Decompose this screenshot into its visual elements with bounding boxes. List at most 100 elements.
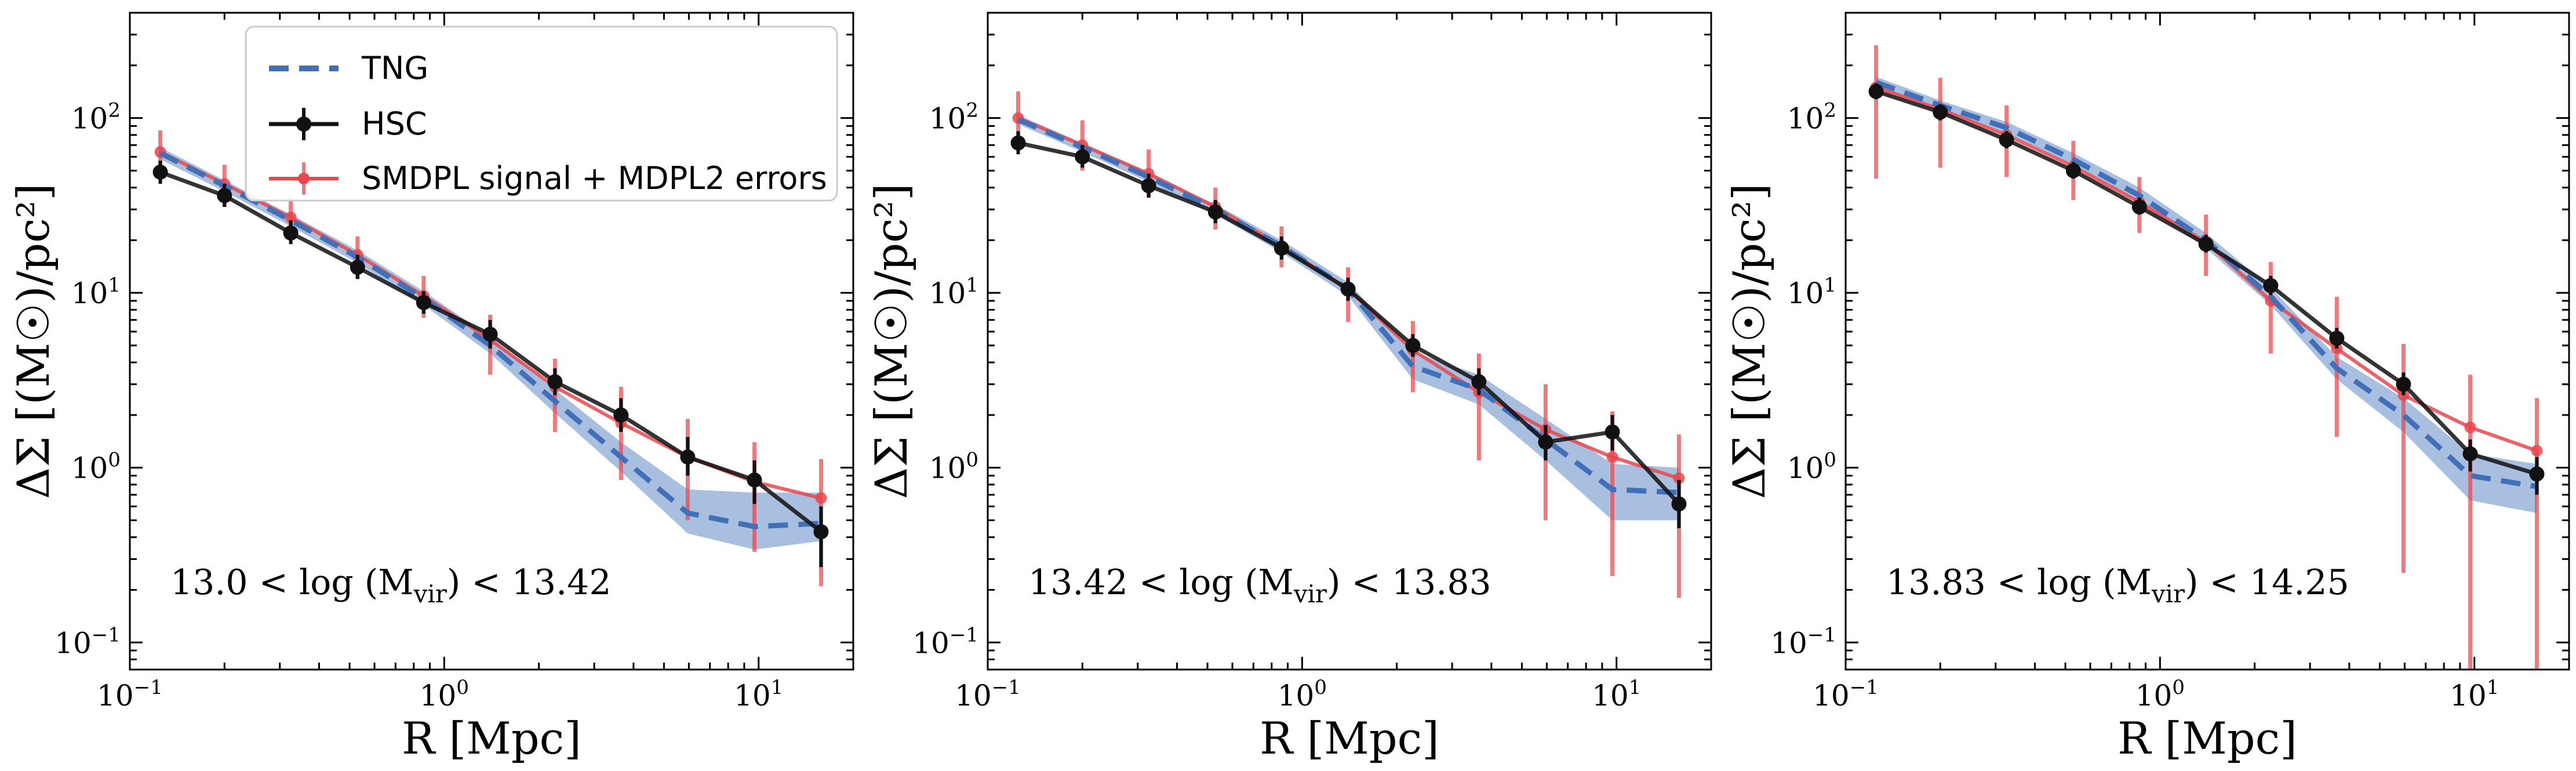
x-axis-label: R [Mpc] bbox=[1260, 712, 1439, 764]
hsc-point bbox=[1075, 149, 1090, 165]
mass-bin-annotation: 13.42 < log (Mvir) < 13.83 bbox=[1028, 562, 1491, 608]
hsc-point bbox=[1671, 496, 1687, 512]
y-tick-exponent: −1 bbox=[92, 623, 121, 646]
y-tick-label: 10−1 bbox=[912, 623, 978, 660]
x-tick-exponent: 1 bbox=[1629, 676, 1642, 699]
hsc-point bbox=[747, 472, 762, 488]
hsc-point bbox=[2529, 466, 2545, 482]
x-tick-exponent: −1 bbox=[134, 676, 163, 699]
y-tick-base: 10 bbox=[71, 277, 108, 310]
y-tick-label: 101 bbox=[929, 274, 978, 310]
plot-area bbox=[152, 130, 829, 587]
y-tick-label: 100 bbox=[71, 449, 121, 485]
tng-line bbox=[159, 151, 821, 529]
y-tick-base: 10 bbox=[1787, 452, 1824, 485]
y-tick-base: 10 bbox=[1787, 277, 1824, 310]
hsc-point bbox=[1538, 434, 1553, 450]
x-tick-exponent: 1 bbox=[2487, 676, 2499, 699]
y-tick-label: 102 bbox=[71, 99, 121, 136]
y-tick-label: 10−1 bbox=[1770, 623, 1836, 660]
x-axis-label: R [Mpc] bbox=[2117, 712, 2297, 764]
smdpl-point bbox=[2464, 421, 2476, 434]
annotation-left: 13.0 < log (M bbox=[170, 562, 414, 603]
hsc-point bbox=[547, 374, 563, 390]
hsc-point bbox=[1010, 135, 1026, 151]
axes-frame bbox=[129, 12, 854, 671]
hsc-point bbox=[613, 407, 629, 423]
annotation-subscript: vir bbox=[413, 580, 447, 608]
tng-uncertainty-band bbox=[1876, 77, 2537, 513]
x-tick-base: 10 bbox=[1278, 679, 1315, 712]
x-tick-exponent: 0 bbox=[1314, 676, 1327, 699]
annotation-subscript: vir bbox=[2151, 580, 2185, 608]
legend-entry-label: TNG bbox=[361, 50, 428, 86]
x-tick-label: 100 bbox=[1278, 676, 1327, 712]
hsc-point bbox=[2329, 330, 2345, 346]
hsc-point bbox=[1868, 83, 1884, 99]
smdpl-point bbox=[1606, 451, 1618, 463]
hsc-point bbox=[416, 294, 431, 310]
x-tick-base: 10 bbox=[1813, 679, 1850, 712]
y-tick-label: 102 bbox=[1787, 99, 1836, 136]
legend-entry-label: HSC bbox=[362, 106, 427, 142]
y-tick-base: 10 bbox=[929, 102, 966, 136]
x-tick-label: 10−1 bbox=[1813, 676, 1879, 712]
x-tick-label: 101 bbox=[1592, 676, 1641, 712]
x-axis-label: R [Mpc] bbox=[402, 712, 581, 764]
y-tick-exponent: 0 bbox=[1824, 449, 1836, 472]
y-tick-base: 10 bbox=[54, 626, 92, 660]
y-tick-exponent: −1 bbox=[949, 623, 978, 646]
hsc-point bbox=[1471, 374, 1487, 390]
hsc-point bbox=[813, 524, 829, 540]
y-tick-exponent: 1 bbox=[1824, 274, 1836, 297]
y-tick-label: 10−1 bbox=[54, 623, 121, 660]
mass-bin-annotation: 13.83 < log (Mvir) < 14.25 bbox=[1886, 562, 2349, 608]
hsc-point bbox=[1933, 104, 1948, 120]
hsc-point bbox=[2131, 199, 2147, 214]
hsc-point bbox=[1999, 132, 2014, 148]
hsc-point bbox=[2396, 376, 2411, 392]
x-tick-exponent: −1 bbox=[992, 676, 1021, 699]
x-tick-label: 10−1 bbox=[97, 676, 163, 712]
x-tick-exponent: 1 bbox=[771, 676, 784, 699]
y-tick-base: 10 bbox=[1787, 102, 1824, 136]
y-tick-label: 101 bbox=[71, 274, 121, 310]
x-tick-label: 101 bbox=[734, 676, 783, 712]
y-axis-label: ΔΣ [(M☉)/pc²] bbox=[8, 183, 59, 499]
hsc-point bbox=[152, 164, 168, 180]
y-tick-exponent: 1 bbox=[966, 274, 978, 297]
y-tick-exponent: 2 bbox=[966, 99, 978, 122]
y-tick-base: 10 bbox=[71, 452, 108, 485]
hsc-point bbox=[350, 260, 365, 275]
annotation-left: 13.42 < log (M bbox=[1028, 562, 1294, 603]
legend: TNG HSC SMDPL signal + MDPL2 errors bbox=[245, 26, 838, 202]
y-tick-label: 101 bbox=[1787, 274, 1836, 310]
hsc-point bbox=[1604, 424, 1620, 440]
tng-uncertainty-band bbox=[1018, 115, 1679, 521]
hsc-point bbox=[1405, 337, 1421, 353]
y-tick-exponent: 0 bbox=[108, 449, 121, 472]
y-axis-label: ΔΣ [(M☉)/pc²] bbox=[865, 183, 917, 499]
y-tick-exponent: 0 bbox=[966, 449, 978, 472]
legend-box bbox=[245, 26, 838, 202]
hsc-point bbox=[1274, 241, 1289, 256]
annotation-right: ) < 14.25 bbox=[2185, 562, 2349, 603]
y-tick-base: 10 bbox=[912, 626, 949, 660]
hsc-point bbox=[1340, 281, 1356, 297]
hsc-point bbox=[2462, 446, 2478, 461]
hsc-point bbox=[2263, 278, 2279, 293]
mass-bin-annotation: 13.0 < log (Mvir) < 13.42 bbox=[170, 562, 612, 608]
hsc-point bbox=[283, 225, 299, 241]
y-tick-exponent: −1 bbox=[1807, 623, 1836, 646]
y-tick-base: 10 bbox=[929, 452, 966, 485]
x-tick-exponent: 0 bbox=[456, 676, 469, 699]
y-tick-exponent: 1 bbox=[108, 274, 121, 297]
hsc-point bbox=[1141, 178, 1156, 194]
annotation-right: ) < 13.83 bbox=[1327, 562, 1491, 603]
hsc-point bbox=[1207, 204, 1223, 220]
x-tick-exponent: 0 bbox=[2172, 676, 2185, 699]
